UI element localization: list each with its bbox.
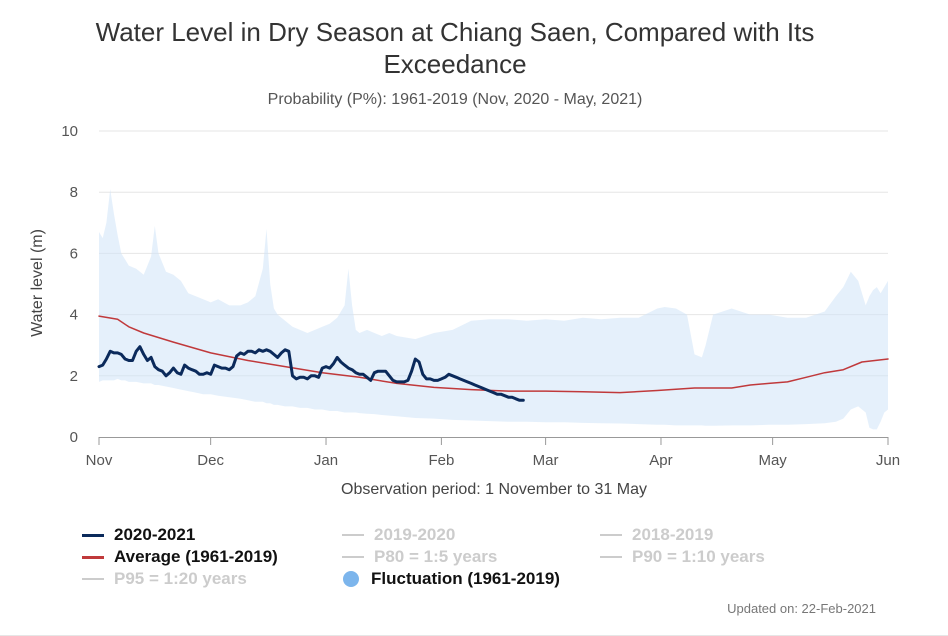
legend-item-p95[interactable]: P95 = 1:20 years xyxy=(82,569,247,589)
legend-item-p90[interactable]: P90 = 1:10 years xyxy=(600,547,765,567)
legend-label: Fluctuation (1961-2019) xyxy=(371,569,560,588)
legend-line-symbol xyxy=(342,534,364,536)
legend-label: P80 = 1:5 years xyxy=(374,547,498,566)
legend-line-symbol xyxy=(600,534,622,536)
legend-line-symbol xyxy=(342,556,364,558)
legend-item-average[interactable]: Average (1961-2019) xyxy=(82,547,278,567)
y-tick-label: 6 xyxy=(70,245,78,262)
legend-item-fluctuation[interactable]: Fluctuation (1961-2019) xyxy=(340,569,560,589)
series-layer xyxy=(97,315,889,402)
x-tick-label: Nov xyxy=(86,452,113,469)
legend-line-symbol xyxy=(600,556,622,558)
legend-label: P90 = 1:10 years xyxy=(632,547,765,566)
fluctuation-band xyxy=(99,189,888,430)
legend-label: P95 = 1:20 years xyxy=(114,569,247,588)
chart-subtitle: Probability (P%): 1961-2019 (Nov, 2020 -… xyxy=(267,91,643,108)
legend-item-2018-2019[interactable]: 2018-2019 xyxy=(600,525,713,545)
legend-item-2019-2020[interactable]: 2019-2020 xyxy=(342,525,455,545)
chart-title: Water Level in Dry Season at Chiang Saen… xyxy=(40,16,870,80)
x-tick-label: Apr xyxy=(649,452,672,469)
legend-label: Average (1961-2019) xyxy=(114,547,278,566)
legend-item-p80[interactable]: P80 = 1:5 years xyxy=(342,547,497,567)
y-axis-title: Water level (m) xyxy=(29,229,46,337)
x-tick-label: Dec xyxy=(197,452,224,469)
legend-label: 2020-2021 xyxy=(114,525,196,544)
legend-line-symbol xyxy=(82,555,104,559)
legend: 2020-2021 2019-2020 2018-2019 Average (1… xyxy=(82,525,882,595)
updated-timestamp: Updated on: 22-Feb-2021 xyxy=(727,601,876,616)
chart-title-text: Water Level in Dry Season at Chiang Saen… xyxy=(95,17,815,79)
legend-line-symbol xyxy=(82,533,104,537)
series-line-2020-2021 xyxy=(97,345,525,402)
y-tick-label: 8 xyxy=(70,184,78,201)
legend-dot-symbol xyxy=(343,571,359,587)
legend-line-symbol xyxy=(82,578,104,580)
legend-label: 2019-2020 xyxy=(374,525,456,544)
chart-plot: 0 2 4 6 8 10 Nov Dec Jan Feb Mar Apr May Jun Water le… xyxy=(29,123,900,498)
y-tick-label: 10 xyxy=(61,123,78,140)
x-tick-label: Feb xyxy=(428,452,454,469)
y-tick-label: 2 xyxy=(70,368,78,385)
y-tick-label: 0 xyxy=(70,429,78,446)
series-line-average xyxy=(98,315,889,394)
x-axis-title: Observation period: 1 November to 31 May xyxy=(341,481,647,498)
legend-label: 2018-2019 xyxy=(632,525,714,544)
x-tick-label: Jun xyxy=(876,452,900,469)
legend-item-2020-2021[interactable]: 2020-2021 xyxy=(82,525,195,545)
fluctuation-band-layer xyxy=(99,189,888,430)
axes: 0 2 4 6 8 10 Nov Dec Jan Feb Mar Apr May Jun xyxy=(61,123,900,469)
x-tick-label: Jan xyxy=(314,452,338,469)
x-tick-label: May xyxy=(758,452,787,469)
x-tick-label: Mar xyxy=(533,452,559,469)
y-tick-label: 4 xyxy=(70,307,78,324)
